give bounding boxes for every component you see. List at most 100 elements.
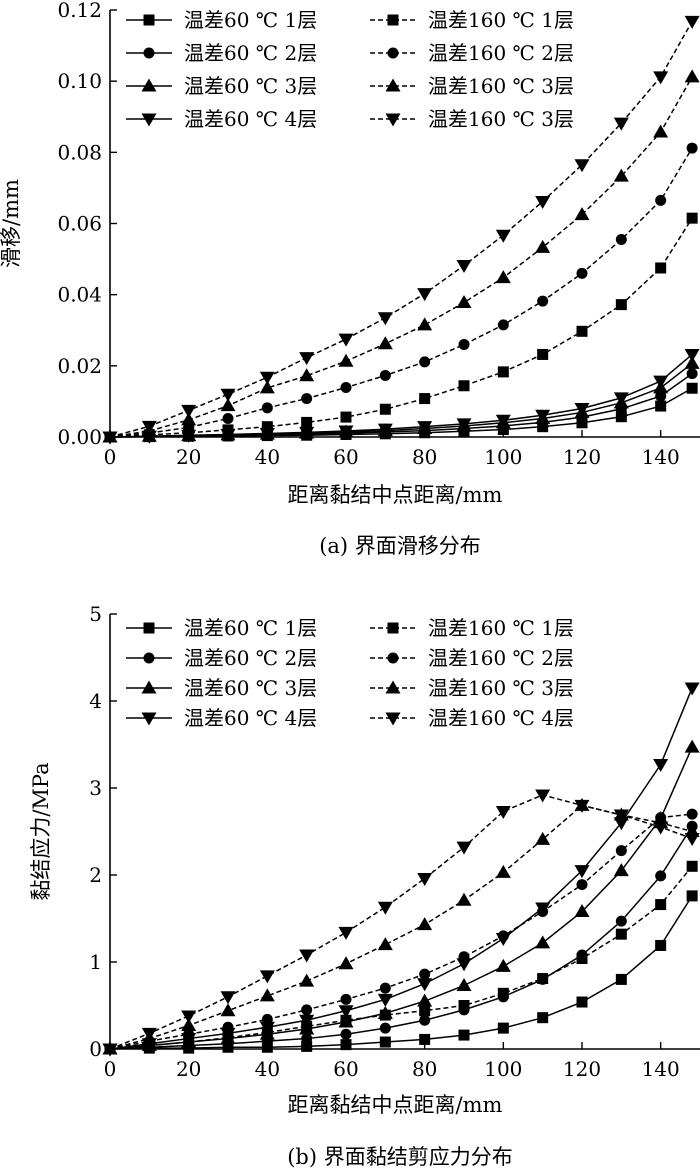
data-point xyxy=(220,388,236,402)
data-point xyxy=(419,968,431,980)
data-point xyxy=(183,1036,195,1048)
data-point xyxy=(417,421,433,435)
legend-label: 温差60 ℃ 1层 xyxy=(184,8,317,32)
data-point xyxy=(299,368,315,382)
data-point xyxy=(576,325,588,337)
data-point xyxy=(655,262,667,274)
data-point xyxy=(684,69,700,83)
legend-label: 温差160 ℃ 3层 xyxy=(428,676,574,700)
y-tick-label: 0.02 xyxy=(57,354,102,378)
data-point xyxy=(419,1033,431,1045)
data-point xyxy=(456,259,472,273)
data-point xyxy=(259,380,275,394)
data-point xyxy=(576,879,588,891)
y-tick-label: 4 xyxy=(89,689,102,713)
data-point xyxy=(655,899,667,911)
data-point xyxy=(259,970,275,984)
data-point xyxy=(684,355,700,369)
data-point xyxy=(458,1029,470,1041)
legend-entry: 温差60 ℃ 1层 xyxy=(126,616,317,640)
y-tick-label: 5 xyxy=(89,602,102,626)
data-point xyxy=(338,333,354,347)
data-point xyxy=(686,890,698,902)
data-point xyxy=(259,371,275,385)
data-point xyxy=(615,411,627,423)
legend-label: 温差60 ℃ 4层 xyxy=(184,706,317,730)
data-point xyxy=(299,973,315,987)
data-point xyxy=(655,400,667,412)
data-point xyxy=(456,841,472,855)
series-line xyxy=(109,76,693,438)
data-point xyxy=(535,831,551,845)
legend-marker xyxy=(385,78,401,92)
legend-marker xyxy=(385,712,401,726)
x-tick-label: 20 xyxy=(176,1057,201,1081)
data-point xyxy=(615,845,627,857)
legend-label: 温差160 ℃ 3层 xyxy=(428,107,574,131)
series-line xyxy=(109,217,693,438)
legend-label: 温差160 ℃ 2层 xyxy=(428,646,574,670)
data-point xyxy=(417,288,433,302)
x-tick-label: 40 xyxy=(255,1057,280,1081)
y-axis-label: 滑移/mm xyxy=(0,179,23,268)
x-tick-label: 80 xyxy=(412,1057,437,1081)
x-axis-label: 距离黏结中点距离/mm xyxy=(288,1093,503,1117)
legend-marker xyxy=(387,622,399,634)
legend-label: 温差60 ℃ 1层 xyxy=(184,616,317,640)
data-point xyxy=(458,951,470,963)
series-line xyxy=(109,353,693,438)
data-point xyxy=(222,412,234,424)
data-point xyxy=(340,382,352,394)
data-point xyxy=(261,1041,273,1053)
data-point xyxy=(340,411,352,423)
y-tick-label: 0.00 xyxy=(57,425,102,449)
data-point xyxy=(686,808,698,820)
x-tick-label: 60 xyxy=(333,1057,358,1081)
data-point xyxy=(574,403,590,417)
data-point xyxy=(653,759,669,773)
data-point xyxy=(261,1013,273,1025)
data-point xyxy=(615,928,627,940)
data-point xyxy=(684,832,700,846)
data-point xyxy=(377,937,393,951)
data-point xyxy=(261,402,273,414)
series-line xyxy=(109,895,693,1050)
data-point xyxy=(574,799,590,813)
data-point xyxy=(338,956,354,970)
data-point xyxy=(458,1000,470,1011)
series-line xyxy=(109,687,693,1050)
legend-entry: 温差60 ℃ 2层 xyxy=(126,646,317,670)
series-3 xyxy=(102,739,700,1055)
legend-entry: 温差60 ℃ 1层 xyxy=(126,8,317,32)
y-tick-label: 0.08 xyxy=(57,140,102,164)
data-point xyxy=(613,863,629,877)
legend-label: 温差60 ℃ 2层 xyxy=(184,41,317,65)
legend-marker xyxy=(387,652,399,664)
data-point xyxy=(653,71,669,85)
legend-marker xyxy=(143,47,155,59)
data-point xyxy=(574,904,590,918)
x-tick-label: 100 xyxy=(484,445,522,469)
data-point xyxy=(379,1036,391,1048)
data-point xyxy=(340,993,352,1005)
x-tick-label: 0 xyxy=(104,1057,117,1081)
data-point xyxy=(181,404,197,418)
series-line xyxy=(109,21,693,438)
legend-label: 温差160 ℃ 4层 xyxy=(428,706,574,730)
data-point xyxy=(535,195,551,209)
data-point xyxy=(535,409,551,423)
series-6 xyxy=(104,142,698,443)
chart-panel-a: 0 20 40 60 80 100 120 140 0.00 0.02 0.04 0.06 0.08 0.… xyxy=(0,0,700,558)
data-point xyxy=(102,1043,118,1057)
x-axis-label: 距离黏结中点距离/mm xyxy=(288,483,503,507)
series-line xyxy=(109,147,693,438)
data-point xyxy=(686,368,698,380)
legend-marker xyxy=(143,652,155,664)
x-tick-label: 40 xyxy=(255,445,280,469)
data-point xyxy=(497,319,509,331)
data-point xyxy=(537,1012,549,1024)
data-point xyxy=(340,1028,352,1040)
series-7 xyxy=(102,69,700,443)
